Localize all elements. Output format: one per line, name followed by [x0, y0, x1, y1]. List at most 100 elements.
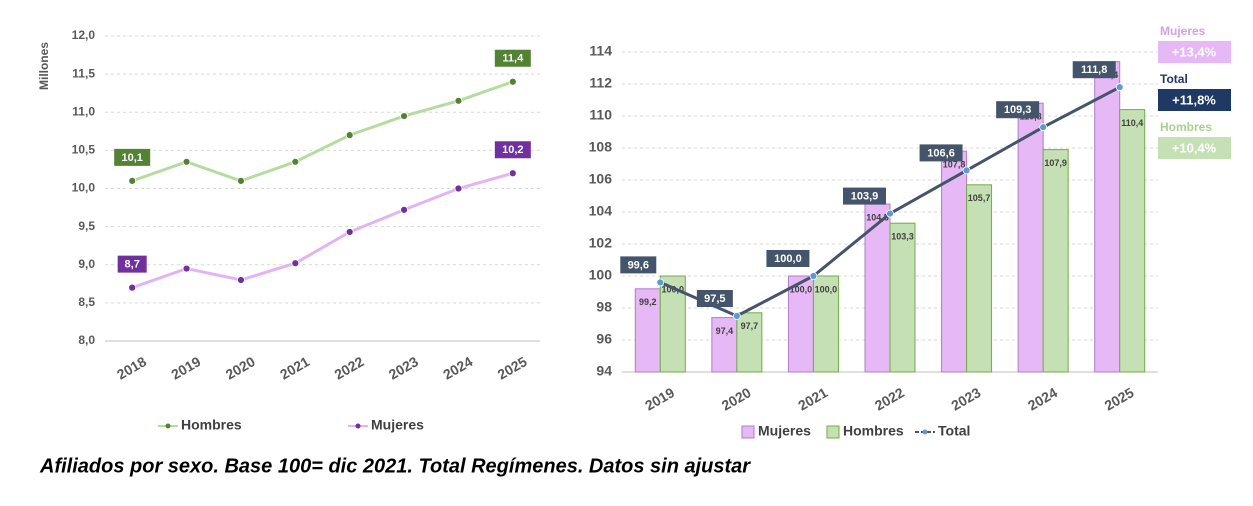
caption: Afiliados por sexo. Base 100= dic 2021. … [39, 455, 751, 477]
bar [812, 275, 839, 373]
data-label-box [996, 101, 1040, 119]
legend-marker [922, 429, 928, 435]
chart: Millones 8,0 8,5 9,0 9,5 10,0 10,5 11,0 11,5 12,0… [37, 28, 540, 433]
bar [941, 150, 968, 373]
marker [1039, 123, 1048, 132]
bar [1042, 149, 1069, 373]
marker [291, 259, 300, 268]
marker [508, 77, 517, 86]
data-label-box [494, 141, 531, 159]
chart: 94 96 98 100 102 104 106 108 110 112 114 2019 2020 20… [589, 24, 1231, 439]
x-tick-label: 2018 [114, 353, 149, 383]
data-label: 11,4 [502, 53, 524, 65]
marker [345, 131, 354, 140]
y-tick-label: 110 [589, 107, 612, 123]
marker [237, 276, 245, 284]
legend-label: Total [938, 423, 970, 439]
x-tick-label: 2021 [277, 353, 312, 383]
data-label-box [114, 148, 151, 166]
marker [400, 112, 408, 120]
marker [454, 96, 463, 105]
marker [400, 205, 408, 214]
y-tick-label: 100 [589, 267, 613, 283]
data-label: 105,7 [968, 193, 991, 203]
data-label: 8,7 [125, 259, 140, 271]
y-tick-label: 102 [589, 235, 613, 251]
bar [634, 288, 661, 373]
marker [962, 166, 971, 175]
annotation-value: +10,4% [1172, 140, 1217, 155]
bar [711, 317, 738, 373]
marker [128, 283, 137, 292]
y-tick-label: 108 [589, 139, 613, 155]
x-tick-label: 2025 [495, 353, 530, 383]
data-label: 10,1 [121, 152, 142, 164]
marker [345, 228, 354, 236]
x-tick-label: 2020 [719, 384, 754, 414]
annotation-label: Total [1160, 72, 1188, 86]
data-label: 107,8 [943, 160, 966, 170]
y-tick-label: 112 [589, 75, 612, 91]
x-tick-label: 2023 [948, 384, 983, 414]
legend-swatch [826, 425, 840, 439]
legend-marker [165, 423, 171, 429]
x-tick-label: 2023 [386, 353, 421, 383]
data-label: 100,0 [790, 284, 813, 294]
data-label: 100,0 [774, 253, 802, 265]
data-label: 107,9 [1044, 158, 1067, 168]
bar [966, 184, 993, 373]
bar [736, 312, 763, 373]
y-tick-label: 94 [596, 363, 612, 379]
y-axis-label: Millones [37, 42, 51, 90]
marker [128, 176, 137, 185]
x-tick-label: 2024 [1025, 384, 1060, 414]
marker [508, 169, 517, 178]
marker [291, 157, 300, 166]
x-tick-label: 2019 [642, 384, 677, 414]
line [131, 80, 514, 183]
annotation-box [1158, 41, 1231, 63]
data-label-box [919, 144, 963, 162]
x-tick-label: 2019 [168, 353, 203, 383]
y-tick-label: 11,0 [72, 104, 95, 118]
data-label-box [117, 255, 147, 273]
y-tick-label: 114 [589, 43, 612, 59]
data-label-box [494, 49, 531, 67]
data-label: 103,9 [851, 191, 879, 203]
marker [1115, 83, 1124, 92]
data-label: 99,2 [639, 297, 657, 307]
annotation-box [1158, 137, 1231, 159]
y-tick-label: 8,5 [78, 295, 95, 309]
marker [886, 209, 894, 218]
legend-swatch [741, 425, 755, 439]
y-tick-label: 9,5 [78, 219, 95, 233]
y-tick-label: 11,5 [72, 66, 95, 80]
marker [809, 272, 818, 280]
annotation-value: +13,4% [1172, 44, 1217, 59]
bar [1119, 109, 1146, 373]
y-tick-label: 98 [596, 299, 612, 315]
data-label: 111,8 [1081, 64, 1107, 76]
data-label: 110,4 [1121, 118, 1143, 128]
data-label: 106,6 [927, 147, 955, 159]
marker [182, 264, 191, 273]
annotation-label: Hombres [1160, 120, 1212, 134]
legend-label: Mujeres [758, 423, 811, 439]
x-tick-label: 2021 [795, 384, 830, 414]
data-label: 97,5 [704, 293, 725, 305]
data-label: 103,3 [891, 232, 914, 242]
legend-label: Hombres [181, 417, 242, 433]
line [131, 171, 514, 290]
data-label: 99,6 [628, 259, 649, 271]
data-label-box [1072, 61, 1116, 79]
marker [182, 157, 191, 166]
x-tick-label: 2020 [223, 353, 258, 383]
marker [454, 184, 463, 193]
annotation-value: +11,8% [1172, 92, 1216, 107]
data-label-box [766, 250, 810, 267]
y-tick-label: 10,5 [72, 143, 96, 157]
y-tick-label: 10,0 [72, 181, 96, 195]
bar [1017, 102, 1044, 373]
